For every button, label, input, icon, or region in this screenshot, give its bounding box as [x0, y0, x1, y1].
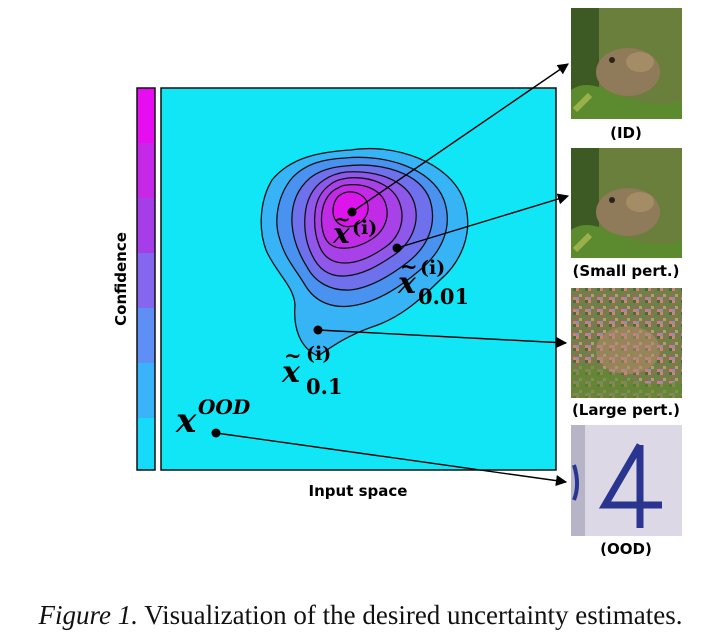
svg-text:x: x: [332, 217, 350, 250]
point-ood: [211, 428, 221, 438]
svg-text:~: ~: [400, 254, 418, 279]
svg-text:(i): (i): [352, 217, 377, 239]
thumbnail-label-ood: (OOD): [600, 540, 652, 558]
thumbnail-label-large: (Large pert.): [572, 401, 680, 419]
point-label-small: x ~ (i) 0.01: [397, 254, 469, 309]
colorbar-seg-3: [137, 253, 155, 308]
svg-text:~: ~: [334, 207, 351, 231]
thumbnail-id: [571, 8, 682, 119]
thumbnail-small: [571, 148, 682, 258]
svg-text:(i): (i): [420, 257, 445, 279]
caption-prefix: Figure 1.: [38, 600, 138, 630]
colorbar-seg-4: [137, 308, 155, 363]
colorbar-seg-6: [137, 418, 155, 470]
colorbar: [136, 87, 156, 471]
caption-text: Visualization of the desired uncertainty…: [138, 600, 683, 630]
point-label-large: x ~ (i) 0.1: [281, 343, 343, 399]
svg-text:(i): (i): [306, 343, 331, 365]
frog-image: [571, 8, 682, 119]
frog-image: [571, 148, 682, 258]
svg-text:0.1: 0.1: [306, 374, 343, 399]
colorbar-label: Confidence: [112, 232, 130, 326]
colorbar-seg-2: [137, 198, 155, 253]
point-label-ood: x OOD: [175, 395, 251, 441]
colorbar-seg-0: [137, 88, 155, 143]
thumbnail-ood: [571, 425, 682, 536]
colorbar-seg-5: [137, 363, 155, 418]
arrow-large: [317, 329, 568, 349]
arrow-ood: [215, 432, 568, 487]
point-id: [347, 207, 357, 217]
sample-points: [211, 207, 402, 438]
point-small: [392, 243, 402, 253]
noisy-frog-image: [571, 288, 682, 398]
svg-text:x: x: [175, 401, 197, 441]
figure-caption: Figure 1. Visualization of the desired u…: [0, 600, 721, 640]
thumbnail-label-small: (Small pert.): [573, 262, 680, 280]
svg-text:x: x: [281, 355, 301, 390]
colorbar-seg-1: [137, 143, 155, 198]
svg-text:0.01: 0.01: [418, 284, 469, 309]
thumbnail-label-id: (ID): [610, 124, 642, 142]
arrows: [215, 63, 570, 487]
point-label-id: x ~ (i): [332, 207, 377, 250]
svg-text:~: ~: [284, 343, 302, 368]
contour-regions: [260, 147, 469, 357]
arrow-small: [396, 193, 570, 249]
svg-text:OOD: OOD: [198, 395, 251, 419]
arrow-id: [351, 63, 569, 213]
x-axis-label: Input space: [309, 482, 408, 500]
thumbnail-large: [571, 288, 682, 398]
digit-four-image: [571, 425, 682, 536]
svg-text:x: x: [397, 266, 417, 301]
point-large: [313, 325, 323, 335]
